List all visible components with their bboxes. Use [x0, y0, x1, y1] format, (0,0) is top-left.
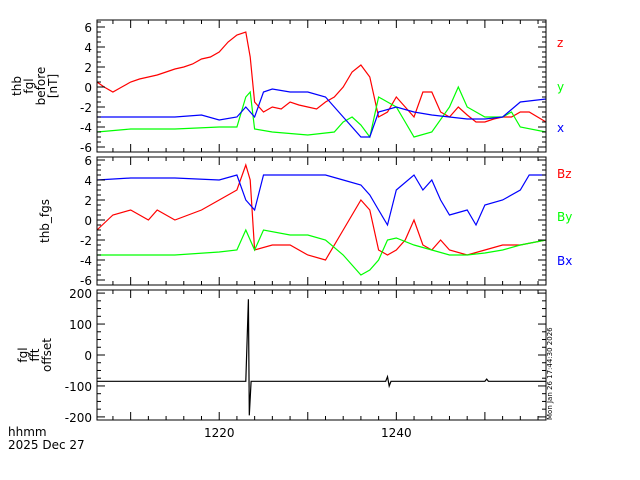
- x-tick-label: 1220: [204, 426, 235, 440]
- series-line-offset: [97, 299, 546, 416]
- y-tick-label: 6: [84, 21, 92, 35]
- y-axis-label-line: thb: [10, 76, 24, 96]
- series-line-By: [97, 228, 547, 276]
- y-tick-label: -2: [80, 234, 92, 248]
- y-axis-label-line: fgl: [16, 347, 30, 362]
- y-tick-label: 200: [69, 287, 92, 301]
- y-tick-label: -2: [80, 101, 92, 115]
- y-tick-label: 0: [84, 81, 92, 95]
- legend-label-x: x: [557, 121, 564, 135]
- y-tick-label: 2: [84, 61, 92, 75]
- panel-frame: [96, 156, 547, 286]
- series-line-x: [97, 88, 547, 138]
- series-line-Bz: [96, 163, 547, 261]
- y-tick-label: -6: [80, 274, 92, 288]
- legend-label-By: By: [557, 210, 572, 224]
- y-axis-label-line: fgl: [22, 78, 36, 93]
- y-tick-label: -4: [80, 121, 92, 135]
- series-line-y: [96, 85, 547, 139]
- y-tick-label: 2: [84, 194, 92, 208]
- series-line-z: [96, 31, 547, 123]
- y-tick-label: 100: [69, 318, 92, 332]
- y-tick-label: 6: [84, 154, 92, 168]
- series-line-Bx: [96, 174, 546, 227]
- y-axis-label-line: thb_fgs: [38, 199, 52, 243]
- y-tick-label: 4: [84, 174, 92, 188]
- legend-label-z: z: [557, 36, 563, 50]
- y-axis-label-line: offset: [40, 338, 54, 372]
- y-axis-label-line: before: [34, 67, 48, 106]
- x-tick-label: 1240: [381, 426, 412, 440]
- y-tick-label: 0: [84, 214, 92, 228]
- y-tick-label: -200: [65, 411, 92, 425]
- panel-frame: [96, 289, 547, 421]
- timestamp-label: Mon Jan 26 17:44:30 2026: [546, 327, 554, 420]
- y-tick-label: 4: [84, 41, 92, 55]
- panel-2: Bz By Bx 6 4 2 0 -2 -4 -6 thb_fgs: [38, 154, 572, 288]
- y-axis-label-line: [nT]: [46, 74, 60, 98]
- y-tick-label: -100: [65, 380, 92, 394]
- date-label: 2025 Dec 27: [8, 438, 85, 452]
- y-axis-label-line: fft: [28, 348, 42, 361]
- panel-frame: [96, 19, 547, 153]
- x-axis-title: hhmm: [8, 425, 47, 439]
- y-tick-label: 0: [84, 349, 92, 363]
- legend-label-Bx: Bx: [557, 254, 572, 268]
- y-tick-label: -6: [80, 141, 92, 155]
- legend-label-Bz: Bz: [557, 167, 572, 181]
- y-tick-label: -4: [80, 254, 92, 268]
- legend-label-y: y: [557, 80, 564, 94]
